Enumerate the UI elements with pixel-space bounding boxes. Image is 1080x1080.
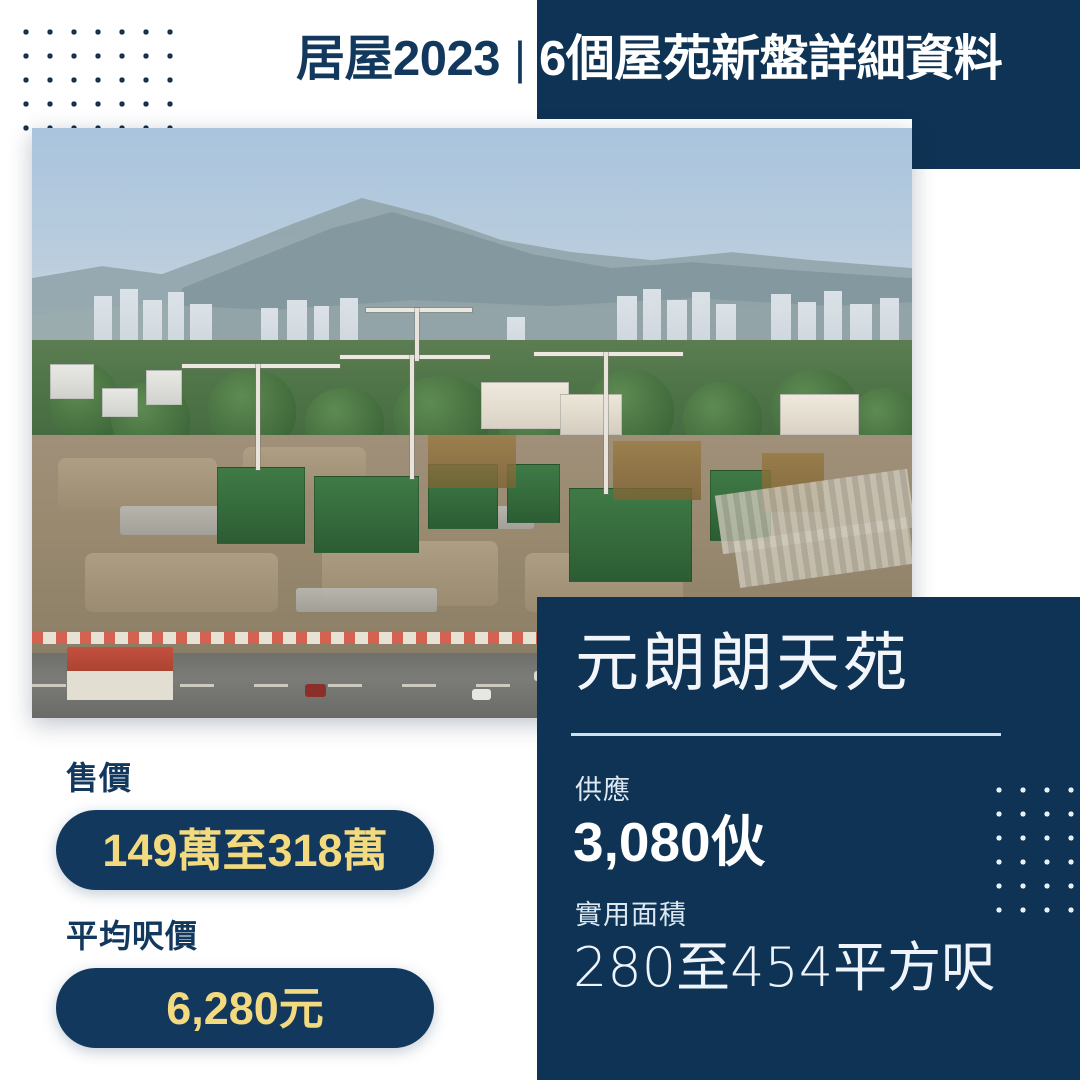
supply-value: 3,080伙 bbox=[573, 811, 766, 873]
supply-label: 供應 bbox=[575, 775, 631, 805]
area-label: 實用面積 bbox=[575, 900, 687, 930]
estate-name: 元朗朗天苑 bbox=[575, 627, 910, 701]
scaffold-block bbox=[216, 467, 305, 544]
area-value: 280至454平方呎 bbox=[573, 936, 996, 999]
header-subtitle: 6個屋苑新盤詳細資料 bbox=[538, 32, 1003, 86]
price-pill: 149萬至318萬 bbox=[56, 810, 434, 890]
scaffold-block bbox=[568, 487, 692, 583]
header-subtitle-rest: 個屋苑新盤詳細資料 bbox=[565, 32, 1003, 86]
title-divider bbox=[571, 733, 1001, 736]
dot-grid-decoration-icon bbox=[14, 20, 174, 132]
dot-grid-decoration-panel-icon bbox=[987, 778, 1080, 914]
header-navy-block-tail bbox=[912, 119, 1080, 169]
header-subtitle-count: 6 bbox=[538, 32, 566, 86]
header-brand: 居屋2023 bbox=[296, 32, 501, 86]
header-separator: | bbox=[514, 31, 526, 84]
psf-pill: 6,280元 bbox=[56, 968, 434, 1048]
header-navy-block bbox=[537, 0, 1080, 119]
psf-label: 平均呎價 bbox=[66, 918, 199, 954]
header: 居屋2023 | 6個屋苑新盤詳細資料 bbox=[0, 0, 1080, 119]
photo-card bbox=[32, 128, 912, 718]
price-label: 售價 bbox=[66, 760, 133, 796]
psf-value: 6,280元 bbox=[166, 982, 324, 1034]
photo-road-marking bbox=[32, 684, 912, 688]
aerial-site-photo bbox=[32, 128, 912, 718]
scaffold-block bbox=[313, 476, 420, 553]
price-value: 149萬至318萬 bbox=[102, 824, 388, 876]
estate-info-panel: 元朗朗天苑 供應 3,080伙 實用面積 280至454平方呎 bbox=[537, 597, 1080, 1080]
